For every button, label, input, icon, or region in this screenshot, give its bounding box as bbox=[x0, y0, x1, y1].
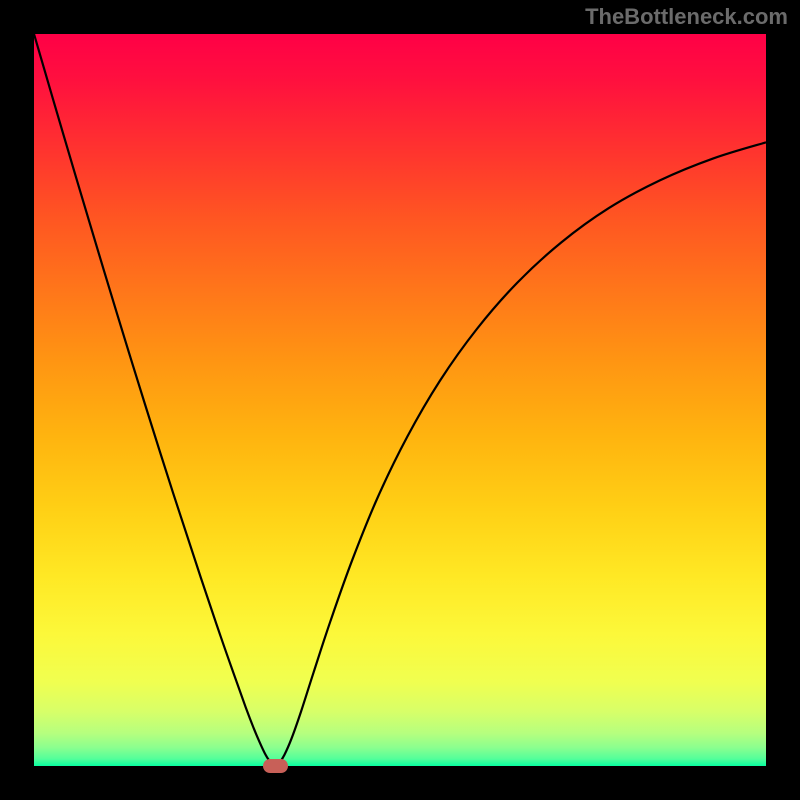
minimum-marker bbox=[263, 759, 288, 773]
plot-area bbox=[34, 34, 766, 766]
gradient-background bbox=[34, 34, 766, 766]
watermark-text: TheBottleneck.com bbox=[585, 4, 788, 30]
chart-container: { "watermark": { "text": "TheBottleneck.… bbox=[0, 0, 800, 800]
